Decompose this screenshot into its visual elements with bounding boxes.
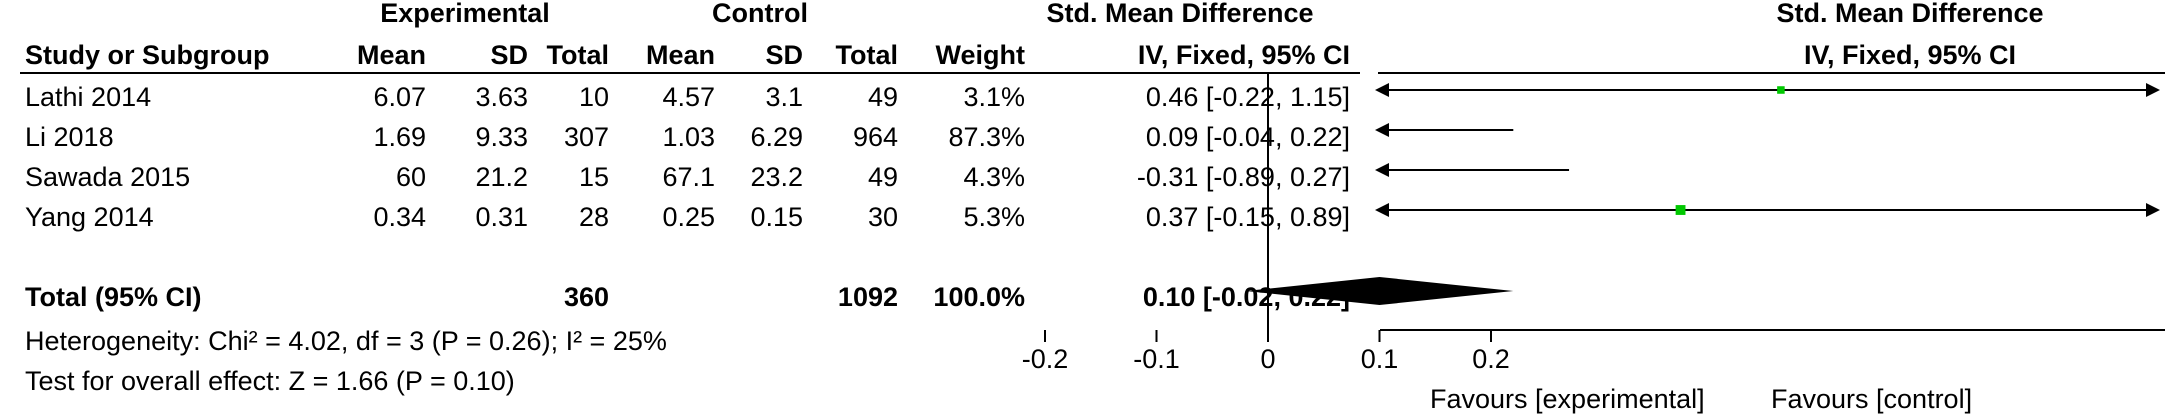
mean-c-value: 1.03: [662, 122, 715, 152]
ci-arrow-right: [2146, 203, 2160, 217]
sd-c-value: 0.15: [750, 202, 803, 232]
favours-control-label: Favours [control]: [1771, 384, 1973, 414]
experimental-header: Experimental: [380, 0, 550, 28]
ci-arrow-left: [1375, 163, 1389, 177]
overall-effect-text: Test for overall effect: Z = 1.66 (P = 0…: [25, 366, 515, 396]
x-tick-label: -0.1: [1133, 344, 1180, 374]
smd-right-header: Std. Mean Difference: [1776, 0, 2044, 28]
sd-e-value: 3.63: [475, 82, 528, 112]
sd-c-value: 23.2: [750, 162, 803, 192]
heterogeneity-text: Heterogeneity: Chi² = 4.02, df = 3 (P = …: [25, 326, 667, 356]
header-rule-left: [20, 72, 1360, 74]
total-e-value: 10: [578, 82, 609, 112]
mean-c-value: 0.25: [662, 202, 715, 232]
effect-square: [1777, 86, 1785, 94]
weight-value: 87.3%: [948, 122, 1025, 152]
mean-e-value: 6.07: [373, 82, 426, 112]
study-name: Yang 2014: [25, 202, 154, 232]
x-tick-label: 0.1: [1360, 344, 1399, 374]
ci-arrow-left: [1375, 123, 1389, 137]
ci-value: 0.46 [-0.22, 1.15]: [1145, 82, 1350, 112]
method-left-header: IV, Fixed, 95% CI: [1137, 40, 1350, 70]
study-header: Study or Subgroup: [25, 40, 270, 70]
total-weight: 100.0%: [933, 282, 1025, 312]
total-e-value: 28: [578, 202, 609, 232]
study-name: Sawada 2015: [25, 162, 191, 192]
weight-value: 5.3%: [963, 202, 1025, 232]
weight-value: 4.3%: [963, 162, 1025, 192]
total-c-header: Total: [835, 40, 899, 70]
ci-value: -0.31 [-0.89, 0.27]: [1136, 162, 1350, 192]
total-c-value: 49: [867, 162, 898, 192]
total-c-value: 49: [867, 82, 898, 112]
study-name: Li 2018: [25, 122, 114, 152]
smd-left-header: Std. Mean Difference: [1046, 0, 1314, 28]
ci-value: 0.37 [-0.15, 0.89]: [1145, 202, 1350, 232]
mean-e-value: 0.34: [373, 202, 426, 232]
sd-c-value: 6.29: [750, 122, 803, 152]
sd-e-header: SD: [490, 40, 528, 70]
sd-e-value: 0.31: [475, 202, 528, 232]
sd-c-header: SD: [765, 40, 803, 70]
total-c-value: 1092: [837, 282, 898, 312]
x-tick-label: 0: [1260, 344, 1276, 374]
ci-arrow-left: [1375, 203, 1389, 217]
mean-e-header: Mean: [356, 40, 426, 70]
sd-c-value: 3.1: [765, 82, 803, 112]
total-label: Total (95% CI): [25, 282, 202, 312]
mean-c-header: Mean: [645, 40, 715, 70]
mean-c-value: 67.1: [662, 162, 715, 192]
sd-e-value: 9.33: [475, 122, 528, 152]
ci-value: 0.09 [-0.04, 0.22]: [1145, 122, 1350, 152]
mean-c-value: 4.57: [662, 82, 715, 112]
pooled-diamond: [1245, 277, 1514, 305]
x-tick-label: 0.2: [1472, 344, 1510, 374]
total-e-value: 307: [563, 122, 609, 152]
total-c-value: 30: [867, 202, 898, 232]
total-e-header: Total: [546, 40, 610, 70]
header-rule-right: [1378, 72, 2165, 74]
total-c-value: 964: [852, 122, 898, 152]
total-e-value: 15: [578, 162, 609, 192]
effect-square: [1675, 205, 1686, 215]
x-tick-label: -0.2: [1021, 344, 1069, 374]
mean-e-value: 1.69: [373, 122, 426, 152]
sd-e-value: 21.2: [475, 162, 528, 192]
weight-header: Weight: [935, 40, 1026, 70]
weight-value: 3.1%: [963, 82, 1025, 112]
favours-experimental-label: Favours [experimental]: [1430, 384, 1705, 414]
method-right-header: IV, Fixed, 95% CI: [1803, 40, 2017, 70]
total-e-value: 360: [563, 282, 609, 312]
study-name: Lathi 2014: [25, 82, 152, 112]
mean-e-value: 60: [395, 162, 426, 192]
ci-arrow-right: [2146, 83, 2160, 97]
ci-arrow-left: [1375, 83, 1389, 97]
control-header: Control: [712, 0, 808, 28]
